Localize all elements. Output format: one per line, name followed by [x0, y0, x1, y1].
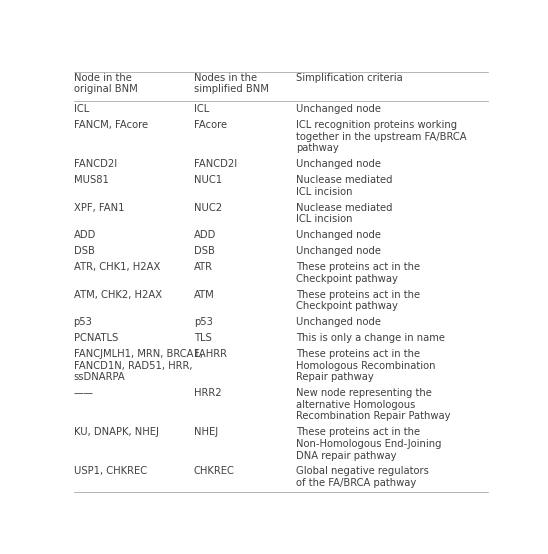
- Text: Unchanged node: Unchanged node: [296, 246, 381, 256]
- Text: FANCM, FAcore: FANCM, FAcore: [73, 120, 148, 130]
- Text: New node representing the
alternative Homologous
Recombination Repair Pathway: New node representing the alternative Ho…: [296, 388, 450, 422]
- Text: NUC1: NUC1: [194, 175, 222, 185]
- Text: These proteins act in the
Non-Homologous End-Joining
DNA repair pathway: These proteins act in the Non-Homologous…: [296, 427, 441, 460]
- Text: Unchanged node: Unchanged node: [296, 159, 381, 169]
- Text: FAHRR: FAHRR: [194, 349, 227, 359]
- Text: ATR: ATR: [194, 262, 213, 272]
- Text: Unchanged node: Unchanged node: [296, 104, 381, 114]
- Text: KU, DNAPK, NHEJ: KU, DNAPK, NHEJ: [73, 427, 158, 437]
- Text: DSB: DSB: [73, 246, 94, 256]
- Text: Unchanged node: Unchanged node: [296, 230, 381, 240]
- Text: ATM: ATM: [194, 290, 214, 300]
- Text: CHKREC: CHKREC: [194, 466, 235, 476]
- Text: DSB: DSB: [194, 246, 215, 256]
- Text: FANCD2I: FANCD2I: [73, 159, 117, 169]
- Text: p53: p53: [73, 317, 93, 327]
- Text: PCNATLS: PCNATLS: [73, 333, 118, 343]
- Text: USP1, CHKREC: USP1, CHKREC: [73, 466, 147, 476]
- Text: Nuclease mediated
ICL incision: Nuclease mediated ICL incision: [296, 175, 392, 197]
- Text: Simplification criteria: Simplification criteria: [296, 73, 402, 83]
- Text: Unchanged node: Unchanged node: [296, 317, 381, 327]
- Text: Nuclease mediated
ICL incision: Nuclease mediated ICL incision: [296, 203, 392, 224]
- Text: ICL recognition proteins working
together in the upstream FA/BRCA
pathway: ICL recognition proteins working togethe…: [296, 120, 466, 153]
- Text: Nodes in the
simplified BNM: Nodes in the simplified BNM: [194, 73, 269, 95]
- Text: Global negative regulators
of the FA/BRCA pathway: Global negative regulators of the FA/BRC…: [296, 466, 429, 488]
- Text: FANCD2I: FANCD2I: [194, 159, 237, 169]
- Text: These proteins act in the
Homologous Recombination
Repair pathway: These proteins act in the Homologous Rec…: [296, 349, 435, 382]
- Text: HRR2: HRR2: [194, 388, 221, 398]
- Text: ICL: ICL: [73, 104, 89, 114]
- Text: Node in the
original BNM: Node in the original BNM: [73, 73, 138, 95]
- Text: ICL: ICL: [194, 104, 209, 114]
- Text: MUS81: MUS81: [73, 175, 109, 185]
- Text: ——: ——: [73, 388, 94, 398]
- Text: ADD: ADD: [73, 230, 96, 240]
- Text: FANCJMLH1, MRN, BRCA1,
FANCD1N, RAD51, HRR,
ssDNARPA: FANCJMLH1, MRN, BRCA1, FANCD1N, RAD51, H…: [73, 349, 203, 382]
- Text: ATM, CHK2, H2AX: ATM, CHK2, H2AX: [73, 290, 162, 300]
- Text: NUC2: NUC2: [194, 203, 222, 213]
- Text: ATR, CHK1, H2AX: ATR, CHK1, H2AX: [73, 262, 160, 272]
- Text: FAcore: FAcore: [194, 120, 227, 130]
- Text: These proteins act in the
Checkpoint pathway: These proteins act in the Checkpoint pat…: [296, 262, 420, 284]
- Text: ADD: ADD: [194, 230, 216, 240]
- Text: TLS: TLS: [194, 333, 212, 343]
- Text: NHEJ: NHEJ: [194, 427, 218, 437]
- Text: This is only a change in name: This is only a change in name: [296, 333, 445, 343]
- Text: These proteins act in the
Checkpoint pathway: These proteins act in the Checkpoint pat…: [296, 290, 420, 311]
- Text: p53: p53: [194, 317, 213, 327]
- Text: XPF, FAN1: XPF, FAN1: [73, 203, 124, 213]
